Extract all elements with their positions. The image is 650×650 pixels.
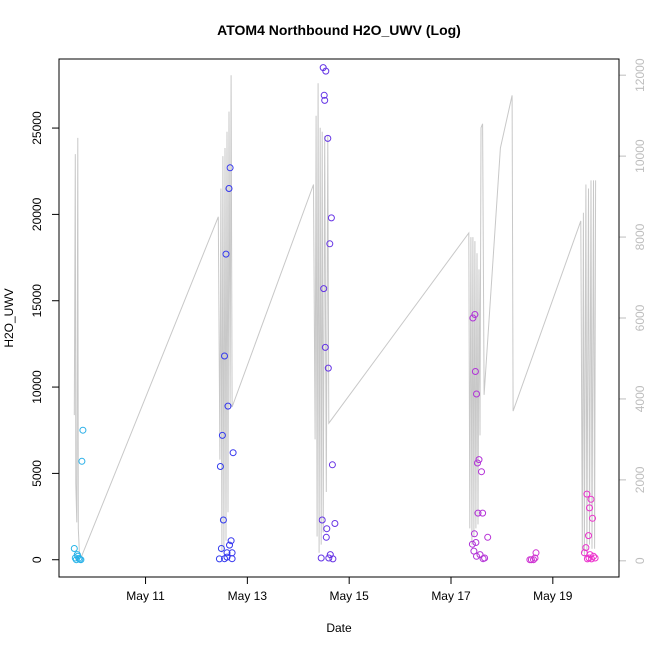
data-point: [582, 544, 590, 552]
data-point: [589, 514, 596, 522]
data-point: [227, 537, 235, 545]
data-point: [77, 556, 85, 564]
y-axis-label: H2O_UWV: [2, 288, 16, 347]
data-point: [322, 67, 330, 75]
data-point: [591, 554, 599, 562]
data-point: [478, 468, 485, 476]
y2-tick-label: 0: [633, 557, 647, 564]
data-point: [473, 552, 480, 560]
data-point: [223, 549, 231, 557]
data-point: [327, 214, 335, 222]
y2-tick-label: 8000: [633, 223, 647, 250]
data-point: [531, 554, 539, 562]
data-point: [320, 91, 328, 99]
data-point: [479, 509, 487, 517]
data-point: [70, 545, 78, 552]
data-point: [474, 509, 482, 517]
axes: May 11 May 13 May 15 May 17 May 19 0 5000 10000…: [30, 58, 647, 603]
data-point: [587, 495, 595, 503]
data-point: [229, 449, 237, 457]
data-point: [222, 250, 230, 258]
line-series: [73, 75, 597, 559]
x-tick-label: May 13: [228, 589, 268, 603]
data-point: [321, 343, 329, 351]
x-axis-label: Date: [326, 621, 352, 635]
data-point: [225, 185, 233, 192]
data-point: [331, 520, 339, 527]
data-point: [469, 314, 477, 322]
x-tick-label: May 11: [126, 589, 165, 603]
y2-tick-label: 10000: [633, 139, 647, 173]
data-point: [317, 554, 325, 562]
data-point: [216, 463, 224, 470]
data-point: [218, 431, 226, 439]
point-series: [70, 64, 599, 564]
data-point: [318, 516, 326, 524]
x-tick-label: May 17: [431, 589, 471, 603]
y-tick-label: 0: [30, 556, 44, 563]
data-point: [471, 368, 479, 375]
data-point: [224, 402, 232, 410]
data-point: [326, 240, 334, 248]
data-point: [322, 533, 330, 541]
data-point: [215, 555, 223, 563]
y-tick-label: 5000: [30, 460, 44, 487]
data-point: [328, 461, 336, 469]
y2-tick-label: 2000: [633, 466, 647, 493]
data-point: [325, 554, 333, 562]
y2-tick-label: 4000: [633, 385, 647, 412]
data-point: [468, 540, 476, 548]
data-point: [484, 533, 492, 541]
data-point: [320, 285, 328, 293]
data-point: [527, 556, 535, 564]
data-point: [217, 545, 225, 552]
x-tick-label: May 19: [533, 589, 573, 603]
data-point: [474, 459, 481, 467]
y2-tick-label: 6000: [633, 304, 647, 331]
data-point: [79, 426, 87, 434]
data-point: [219, 516, 227, 524]
plot-frame: [58, 58, 620, 578]
data-point: [226, 541, 233, 549]
data-point: [475, 456, 483, 464]
y-tick-label: 15000: [30, 284, 44, 318]
data-point: [472, 539, 480, 546]
data-point: [586, 504, 593, 512]
data-point: [75, 554, 83, 562]
line-series-path: [73, 75, 597, 559]
data-point: [329, 555, 337, 563]
data-point: [321, 96, 329, 104]
data-point: [473, 390, 480, 398]
data-point: [530, 556, 537, 564]
y-tick-label: 10000: [30, 370, 44, 404]
data-point: [324, 364, 332, 372]
data-point: [532, 549, 540, 557]
data-point: [221, 352, 228, 360]
x-tick-label: May 15: [330, 589, 370, 603]
data-point: [228, 555, 236, 563]
chart-title: ATOM4 Northbound H2O_UWV (Log): [217, 22, 461, 38]
data-point: [324, 134, 332, 142]
data-point: [588, 555, 595, 563]
y2-tick-label: 12000: [633, 58, 647, 92]
data-point: [78, 457, 86, 465]
y-tick-label: 20000: [30, 197, 44, 231]
y-tick-label: 25000: [30, 111, 44, 145]
data-point: [471, 311, 479, 318]
data-point: [470, 530, 478, 538]
data-point: [323, 525, 331, 533]
data-point: [585, 532, 592, 540]
data-point: [479, 555, 487, 563]
data-point: [226, 164, 234, 172]
data-point: [583, 490, 591, 498]
